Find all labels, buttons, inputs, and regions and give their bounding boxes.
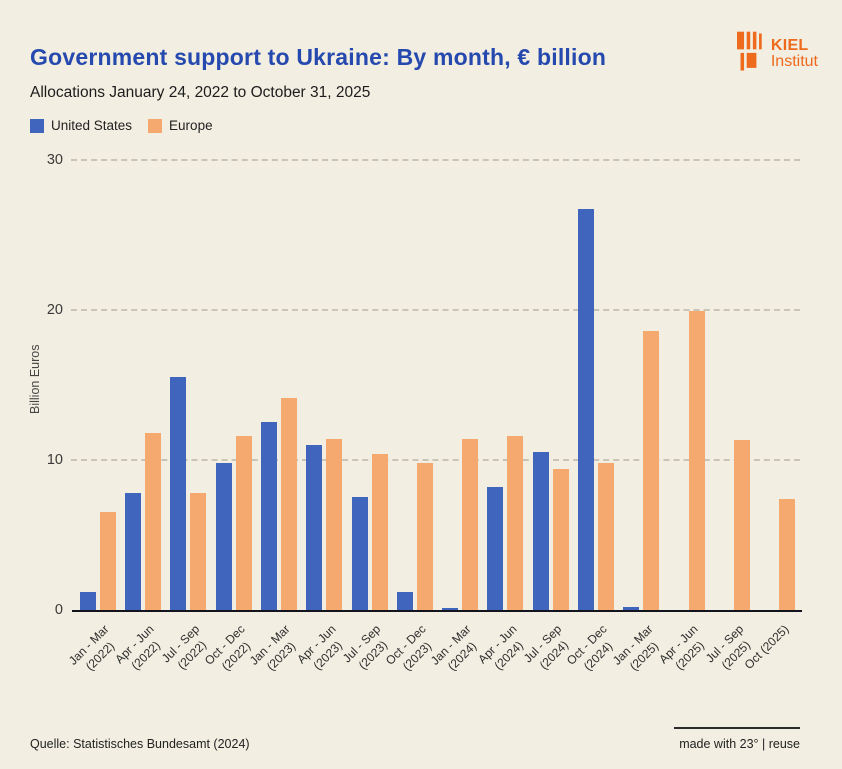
- x-label-4: Jan - Mar (2023): [247, 622, 299, 674]
- x-label-1: Apr - Jun (2022): [112, 622, 163, 673]
- x-label-2: Jul - Sep (2022): [158, 622, 209, 672]
- x-label-10: Jul - Sep (2024): [521, 622, 572, 672]
- x-label-13: Apr - Jun (2025): [656, 622, 707, 673]
- bar-europe-12: [643, 330, 660, 611]
- legend-item-united-states[interactable]: United States: [30, 118, 132, 133]
- bar-united-states-9: [487, 486, 504, 611]
- legend: United States Europe: [30, 118, 213, 133]
- x-label-5: Apr - Jun (2023): [293, 622, 345, 673]
- x-label-11: Oct - Dec (2024): [564, 622, 616, 674]
- legend-item-europe[interactable]: Europe: [148, 118, 213, 133]
- y-tick-30: 30: [46, 152, 63, 168]
- credit-link[interactable]: made with 23° | reuse: [679, 737, 800, 751]
- bar-europe-9: [507, 435, 524, 611]
- x-label-8: Jan - Mar (2024): [428, 622, 480, 674]
- x-axis-line: [72, 610, 802, 612]
- bar-united-states-5: [306, 444, 323, 611]
- bar-europe-14: [734, 440, 751, 611]
- bar-united-states-0: [79, 591, 96, 611]
- bar-europe-10: [552, 468, 569, 611]
- kiel-bars-icon: [736, 29, 767, 80]
- bar-europe-5: [326, 438, 343, 611]
- credit-divider: [674, 727, 800, 729]
- plot-area: 0 10 20 30 Jan - Mar (2022) Apr - Jun (2022) Jul…: [47, 152, 800, 673]
- bar-europe-8: [462, 438, 479, 611]
- bar-united-states-11: [578, 209, 595, 611]
- source-note: Quelle: Statistisches Bundesamt (2024): [30, 737, 250, 751]
- y-tick-10: 10: [46, 452, 63, 468]
- kiel-institut-logo[interactable]: KIEL Institut: [736, 29, 818, 80]
- bar-united-states-4: [260, 422, 277, 611]
- x-label-6: Jul - Sep (2023): [340, 622, 390, 672]
- x-label-7: Oct - Dec (2023): [383, 622, 435, 674]
- bar-europe-3: [235, 435, 252, 611]
- legend-swatch-icon: [148, 118, 163, 133]
- y-axis-title: Billion Euros: [28, 344, 42, 414]
- bar-europe-4: [280, 398, 297, 611]
- bar-united-states-7: [396, 591, 413, 611]
- bar-europe-6: [371, 453, 388, 611]
- bar-united-states-1: [124, 492, 141, 611]
- x-label-12: Jan - Mar (2025): [609, 622, 661, 674]
- bar-united-states-10: [532, 452, 549, 611]
- legend-label: Europe: [169, 118, 213, 133]
- bar-europe-11: [598, 462, 615, 611]
- logo-line2: Institut: [770, 53, 818, 70]
- x-label-3: Oct - Dec (2022): [201, 622, 253, 674]
- bar-united-states-3: [215, 462, 232, 611]
- bar-united-states-8: [442, 608, 459, 611]
- gridline-20: [71, 309, 800, 311]
- bar-united-states-2: [170, 377, 187, 611]
- gridline-10: [71, 459, 800, 461]
- logo-text: KIEL Institut: [771, 38, 818, 70]
- x-label-9: Apr - Jun (2024): [475, 622, 526, 673]
- x-label-0: Jan - Mar (2022): [65, 622, 117, 674]
- bar-europe-0: [99, 512, 116, 611]
- bar-europe-7: [416, 462, 433, 611]
- bar-europe-2: [190, 492, 207, 611]
- page-title: Government support to Ukraine: By month,…: [30, 44, 607, 70]
- legend-label: United States: [51, 118, 133, 133]
- page-subtitle: Allocations January 24, 2022 to October …: [30, 84, 371, 101]
- logo-line1: KIEL: [770, 37, 809, 54]
- bar-europe-13: [688, 311, 705, 611]
- bar-united-states-12: [623, 606, 640, 611]
- gridline-30: [71, 159, 800, 161]
- y-tick-20: 20: [46, 302, 63, 318]
- legend-swatch-icon: [30, 118, 44, 133]
- y-tick-0: 0: [54, 602, 63, 618]
- bar-europe-1: [144, 432, 161, 611]
- bar-europe-15: [779, 498, 796, 611]
- bar-united-states-6: [351, 497, 368, 611]
